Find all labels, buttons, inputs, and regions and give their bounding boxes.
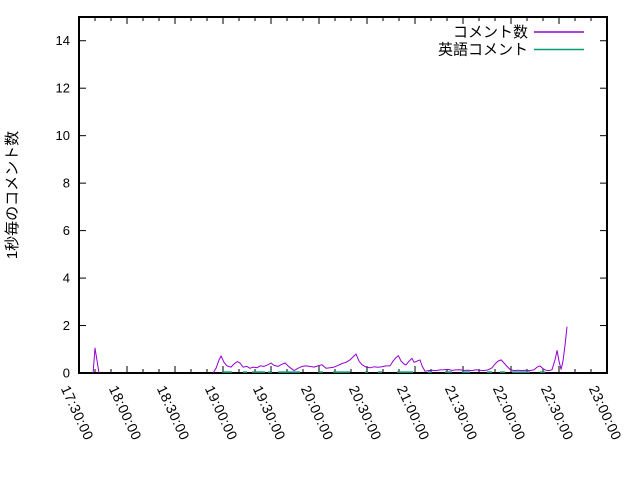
- x-tick-label: 21:00:00: [394, 383, 433, 443]
- legend-label: 英語コメント: [438, 41, 528, 59]
- y-tick-label: 12: [56, 81, 70, 96]
- x-tick-label: 20:30:00: [346, 383, 385, 443]
- x-tick-label: 18:00:00: [106, 383, 145, 443]
- x-tick-label: 19:00:00: [202, 383, 241, 443]
- y-tick-label: 4: [63, 271, 70, 286]
- y-tick-label: 14: [56, 33, 70, 48]
- x-tick-label: 23:00:00: [586, 383, 625, 443]
- x-tick-label: 18:30:00: [154, 383, 193, 443]
- x-tick-label: 22:00:00: [490, 383, 529, 443]
- y-tick-label: 0: [63, 366, 70, 381]
- x-tick-label: 19:30:00: [250, 383, 289, 443]
- y-axis-title: 1秒毎のコメント数: [4, 131, 21, 259]
- y-tick-label: 2: [63, 318, 70, 333]
- x-tick-label: 17:30:00: [58, 383, 97, 443]
- y-tick-label: 10: [56, 128, 70, 143]
- series-line-comments: [212, 326, 568, 374]
- x-tick-label: 20:00:00: [298, 383, 337, 443]
- legend-label: コメント数: [453, 24, 528, 41]
- series-line-comments: [92, 347, 100, 374]
- x-tick-label: 21:30:00: [442, 383, 481, 443]
- plot-border: [78, 16, 608, 374]
- y-tick-label: 8: [63, 176, 70, 191]
- x-tick-label: 22:30:00: [538, 383, 577, 443]
- y-tick-label: 6: [63, 223, 70, 238]
